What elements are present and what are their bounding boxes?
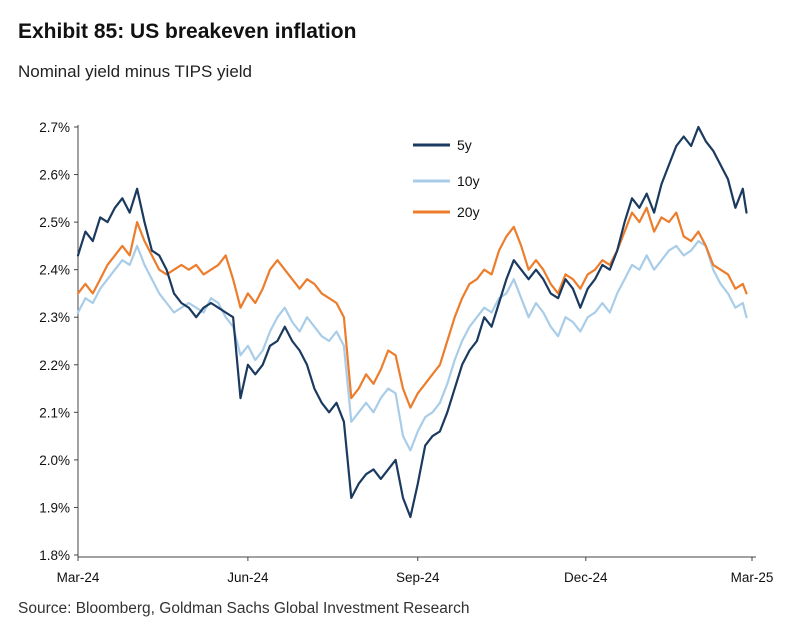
source-note: Source: Bloomberg, Goldman Sachs Global … <box>18 600 470 617</box>
legend-label-20y: 20y <box>457 204 480 220</box>
axes: 1.8% 1.9% 2.0% 2.1% 2.2% 2.3% 2.4% 2.5% 2.6% 2.7%… <box>39 120 773 585</box>
y-tick-label: 2.3% <box>39 310 70 325</box>
x-tick-label: Mar-25 <box>731 570 774 585</box>
y-tick-label: 2.2% <box>39 358 70 373</box>
x-tick-label: Dec-24 <box>564 570 608 585</box>
chart-subtitle: Nominal yield minus TIPS yield <box>18 62 252 81</box>
y-tick-label: 2.7% <box>39 120 70 135</box>
y-tick-label: 2.0% <box>39 453 70 468</box>
y-tick-label: 2.1% <box>39 405 70 420</box>
x-tick-label: Mar-24 <box>57 570 100 585</box>
series-line-10y <box>76 240 748 452</box>
series-lines <box>76 125 748 519</box>
y-tick-label: 2.5% <box>39 215 70 230</box>
chart-title: Exhibit 85: US breakeven inflation <box>18 20 357 43</box>
y-tick-label: 2.6% <box>39 168 70 183</box>
series-line-20y <box>76 206 748 409</box>
y-tick-label: 1.9% <box>39 500 70 515</box>
x-tick-label: Sep-24 <box>396 570 440 585</box>
breakeven-line-chart: 1.8% 1.9% 2.0% 2.1% 2.2% 2.3% 2.4% 2.5% 2.6% 2.7%… <box>39 120 773 585</box>
legend-label-5y: 5y <box>457 137 472 153</box>
x-tick-label: Jun-24 <box>227 570 269 585</box>
y-tick-label: 1.8% <box>39 548 70 563</box>
y-tick-label: 2.4% <box>39 263 70 278</box>
legend-label-10y: 10y <box>457 173 480 189</box>
series-line-5y <box>76 125 748 519</box>
legend: 5y 10y 20y <box>413 137 480 220</box>
